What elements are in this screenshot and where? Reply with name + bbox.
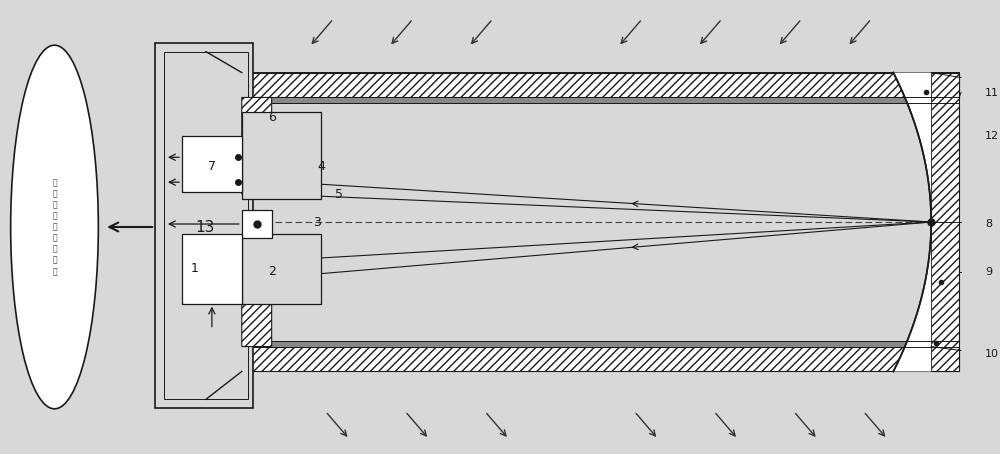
Polygon shape <box>182 136 242 192</box>
Text: 4: 4 <box>318 160 325 173</box>
Polygon shape <box>242 261 272 346</box>
Text: 3: 3 <box>314 216 321 228</box>
Polygon shape <box>182 234 242 304</box>
Text: 6: 6 <box>268 111 276 124</box>
Polygon shape <box>242 113 321 199</box>
Text: 8: 8 <box>985 219 992 229</box>
Polygon shape <box>242 98 272 194</box>
Polygon shape <box>242 210 272 238</box>
Ellipse shape <box>11 45 98 409</box>
Polygon shape <box>893 73 931 371</box>
Polygon shape <box>242 73 959 98</box>
Text: 7: 7 <box>208 160 216 173</box>
Polygon shape <box>242 98 959 104</box>
Text: 11: 11 <box>985 88 999 98</box>
Polygon shape <box>931 73 959 371</box>
Text: 输
出
信
号
到
远
程
终
端: 输 出 信 号 到 远 程 终 端 <box>52 178 57 276</box>
Polygon shape <box>242 346 959 371</box>
Text: 12: 12 <box>985 131 999 141</box>
Polygon shape <box>242 340 959 346</box>
Text: 1: 1 <box>191 262 199 275</box>
Text: 13: 13 <box>195 219 215 235</box>
Text: 10: 10 <box>985 349 999 359</box>
Text: 2: 2 <box>268 265 276 278</box>
Text: 9: 9 <box>985 267 992 277</box>
Polygon shape <box>155 43 253 408</box>
Text: 5: 5 <box>335 188 343 201</box>
Polygon shape <box>242 234 321 304</box>
